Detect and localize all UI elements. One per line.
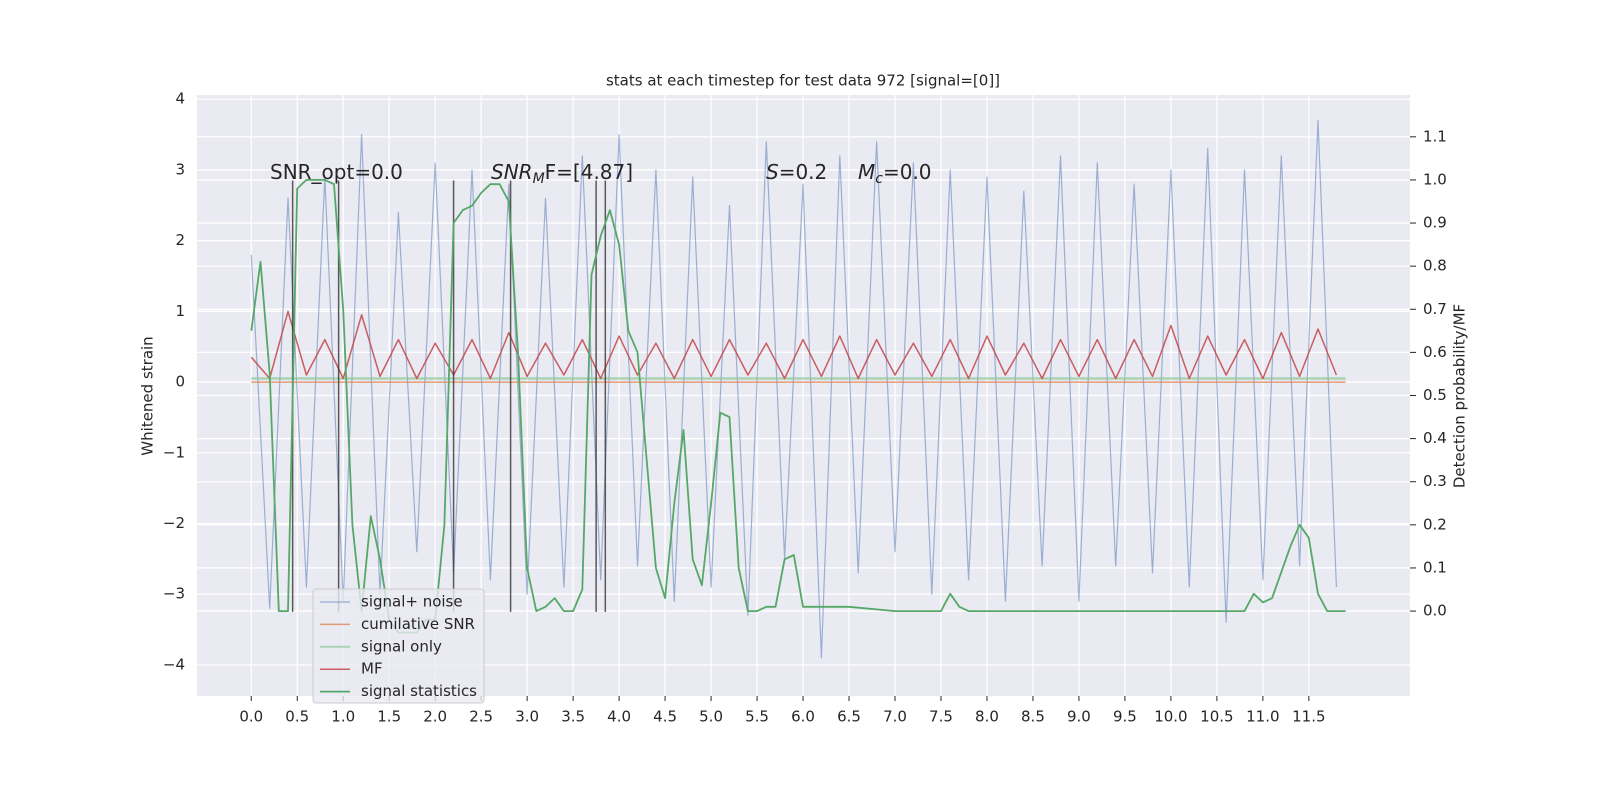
annotation-main: SNR_opt=0.0: [270, 160, 403, 184]
y2-tick-label: 0.0: [1423, 602, 1447, 620]
annotation-main: S: [766, 160, 779, 184]
legend-label: cumilative SNR: [361, 615, 475, 633]
y-tick-label: 3: [175, 160, 185, 178]
x-tick-label: 9.0: [1067, 708, 1091, 726]
annotation: SNR_opt=0.0: [270, 160, 403, 184]
annotation-sub: M: [533, 171, 545, 187]
x-tick-label: 1.5: [377, 708, 401, 726]
chart-title: stats at each timestep for test data 972…: [606, 72, 1000, 90]
y2-tick-label: 0.7: [1423, 300, 1447, 318]
legend-label: signal only: [361, 637, 442, 655]
annotation-main: SNR: [491, 160, 533, 184]
y-tick-label: 1: [175, 302, 185, 320]
y2-tick-label: 0.5: [1423, 386, 1447, 404]
y-tick-label: −1: [163, 443, 185, 461]
y2-tick-label: 0.8: [1423, 257, 1447, 275]
annotation-main: M: [858, 160, 875, 184]
x-tick-label: 8.0: [975, 708, 999, 726]
y-tick-label: −4: [163, 655, 185, 673]
legend-box: [312, 588, 485, 704]
legend-label: MF: [361, 660, 383, 678]
y2-tick-label: 0.2: [1423, 515, 1447, 533]
y-tick-label: −3: [163, 585, 185, 603]
y2-tick-label: 0.3: [1423, 472, 1447, 490]
y-axis-label: Whitened strain: [139, 336, 157, 455]
marks: [250, 119, 1346, 659]
x-tick-label: 9.5: [1113, 708, 1137, 726]
legend-label: signal statistics: [361, 682, 477, 700]
x-tick-label: 8.5: [1021, 708, 1045, 726]
y2-tick-label: 0.1: [1423, 558, 1447, 576]
y2-tick-label: 0.4: [1423, 429, 1447, 447]
y-tick-label: 4: [175, 90, 185, 108]
x-tick-label: 11.0: [1246, 708, 1279, 726]
annotation: Mc=0.0: [858, 160, 932, 188]
x-tick-label: 6.5: [837, 708, 861, 726]
x-tick-label: 5.5: [745, 708, 769, 726]
annotation-tail: =0.2: [779, 160, 828, 184]
annotation-sub: c: [875, 171, 883, 187]
y-tick-label: 0: [175, 373, 185, 391]
x-tick-label: 4.0: [607, 708, 631, 726]
y2-axis-label: Detection probability/MF: [1451, 304, 1469, 488]
x-tick-label: 1.0: [331, 708, 355, 726]
x-tick-label: 0.0: [239, 708, 263, 726]
y2-tick-label: 0.9: [1423, 214, 1447, 232]
legend-label: signal+ noise: [361, 593, 463, 611]
annotation: SNRMF=[4.87]: [491, 160, 633, 188]
series-line: [250, 119, 1337, 659]
overlay: 0.0 0.5 1.0 1.5 2.0 2.5 3.0 3.5 4.0 4.5 5.0 5.5 6.0 6…: [163, 90, 1447, 726]
x-tick-label: 7.5: [929, 708, 953, 726]
x-tick-label: 5.0: [699, 708, 723, 726]
x-tick-label: 11.5: [1292, 708, 1325, 726]
x-tick-label: 3.0: [515, 708, 539, 726]
annotation-tail: F=[4.87]: [545, 160, 633, 184]
x-tick-label: 6.0: [791, 708, 815, 726]
x-tick-label: 2.5: [469, 708, 493, 726]
annotation: S=0.2: [766, 160, 827, 184]
series-line: [250, 310, 1338, 380]
x-tick-label: 10.5: [1200, 708, 1233, 726]
x-tick-label: 10.0: [1154, 708, 1187, 726]
x-tick-label: 4.5: [653, 708, 677, 726]
x-tick-label: 0.5: [285, 708, 309, 726]
y-tick-label: 2: [175, 231, 185, 249]
legend: signal+ noise cumilative SNR signal only MF…: [312, 588, 485, 704]
x-tick-label: 3.5: [561, 708, 585, 726]
x-tick-label: 2.0: [423, 708, 447, 726]
y2-tick-label: 1.1: [1423, 127, 1447, 145]
x-tick-label: 7.0: [883, 708, 907, 726]
y2-tick-label: 1.0: [1423, 170, 1447, 188]
series-line: [250, 179, 1346, 634]
annotation-tail: =0.0: [883, 160, 932, 184]
y-tick-label: −2: [163, 514, 185, 532]
y2-tick-label: 0.6: [1423, 343, 1447, 361]
